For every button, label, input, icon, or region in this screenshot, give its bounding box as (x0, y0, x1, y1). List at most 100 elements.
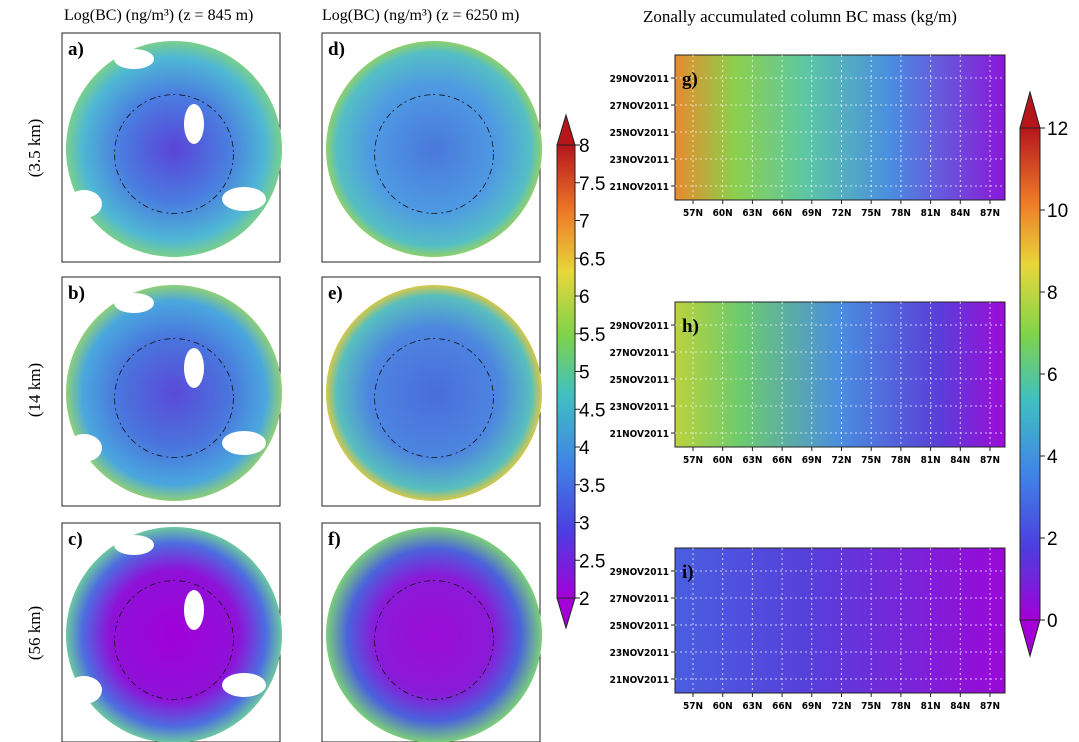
x-tick-label: 66N (772, 701, 792, 712)
land-mask (66, 676, 102, 704)
y-tick-label: 23NOV2011 (610, 155, 669, 166)
map-disc (326, 41, 542, 257)
hovmoller-field (674, 301, 1006, 448)
x-tick-label: 84N (950, 455, 970, 466)
map-disc (66, 41, 282, 257)
colorbar-cap (1019, 619, 1041, 658)
land-mask (114, 293, 154, 313)
y-tick-label: 25NOV2011 (610, 128, 669, 139)
x-tick-label: 66N (772, 455, 792, 466)
land-mask (114, 49, 154, 69)
land-mask (184, 348, 204, 388)
coastline (374, 338, 494, 458)
colorbar-tick-label: 2 (579, 589, 590, 610)
colorbar-tick-label: 4.5 (579, 400, 605, 421)
x-tick-label: 84N (950, 208, 970, 219)
x-tick-label: 63N (742, 208, 762, 219)
x-tick-label: 81N (921, 455, 941, 466)
land-mask (114, 535, 154, 555)
colorbar-tick-label: 5.5 (579, 325, 605, 346)
colorbar-tick-label: 2 (1047, 529, 1058, 550)
colorbar-tick-label: 6 (579, 287, 590, 308)
colorbar-tick-label: 2.5 (579, 551, 605, 572)
y-tick-label: 23NOV2011 (610, 648, 669, 659)
colorbar-tick-label: 5 (579, 363, 590, 384)
x-tick-label: 78N (891, 455, 911, 466)
colorbar-tick-label: 4 (579, 438, 590, 459)
x-tick-label: 69N (802, 208, 822, 219)
x-tick-label: 87N (980, 455, 1000, 466)
coastline (374, 580, 494, 700)
colorbar-tick-label: 4 (1047, 447, 1058, 468)
x-tick-label: 72N (831, 208, 851, 219)
x-tick-label: 60N (713, 208, 733, 219)
y-tick-label: 29NOV2011 (610, 321, 669, 332)
row-label: (14 km) (25, 363, 44, 417)
map-disc (326, 285, 542, 501)
x-tick-label: 72N (831, 701, 851, 712)
x-tick-label: 78N (891, 208, 911, 219)
hovmoller-field (674, 54, 1006, 201)
column-title: Log(BC) (ng/m³) (z = 845 m) (64, 7, 253, 24)
panel-label: b) (68, 283, 85, 304)
y-tick-label: 27NOV2011 (610, 594, 669, 605)
land-mask (66, 434, 102, 462)
land-mask (184, 104, 204, 144)
x-tick-label: 81N (921, 208, 941, 219)
colorbar-tick-label: 8 (1047, 283, 1058, 304)
panel-label: a) (68, 39, 84, 60)
land-mask (222, 431, 266, 455)
x-tick-label: 75N (861, 701, 881, 712)
colorbar-tick-label: 0 (1047, 611, 1058, 632)
map-disc (66, 285, 282, 501)
panel-label: c) (68, 529, 83, 550)
land-mask (222, 673, 266, 697)
colorbar-tick-label: 3 (579, 514, 590, 535)
x-tick-label: 78N (891, 701, 911, 712)
coastline (114, 94, 234, 214)
y-tick-label: 21NOV2011 (610, 182, 669, 193)
panel-label: d) (328, 39, 345, 60)
x-tick-label: 63N (742, 701, 762, 712)
column-title: Zonally accumulated column BC mass (kg/m… (643, 7, 957, 26)
map-disc (66, 527, 282, 742)
x-tick-label: 75N (861, 208, 881, 219)
coastline (374, 94, 494, 214)
x-tick-label: 57N (683, 208, 703, 219)
y-tick-label: 29NOV2011 (610, 567, 669, 578)
panel-label: g) (682, 69, 698, 90)
x-tick-label: 57N (683, 455, 703, 466)
y-tick-label: 23NOV2011 (610, 402, 669, 413)
x-tick-label: 60N (713, 701, 733, 712)
panel-label: i) (682, 562, 694, 583)
panel-label: h) (682, 316, 699, 337)
x-tick-label: 87N (980, 208, 1000, 219)
map-disc (326, 527, 542, 742)
colorbar-tick-label: 10 (1047, 201, 1068, 222)
colorbar (1019, 127, 1041, 621)
colorbar-tick-label: 7 (579, 212, 590, 233)
land-mask (184, 590, 204, 630)
land-mask (66, 190, 102, 218)
colorbar (556, 144, 576, 599)
x-tick-label: 87N (980, 701, 1000, 712)
colorbar-tick-label: 3.5 (579, 476, 605, 497)
y-tick-label: 25NOV2011 (610, 375, 669, 386)
y-tick-label: 21NOV2011 (610, 429, 669, 440)
colorbar-cap (556, 597, 576, 630)
colorbar-tick-label: 12 (1047, 119, 1068, 140)
y-tick-label: 27NOV2011 (610, 101, 669, 112)
x-tick-label: 72N (831, 455, 851, 466)
x-tick-label: 57N (683, 701, 703, 712)
x-tick-label: 60N (713, 455, 733, 466)
colorbar-cap (1019, 90, 1041, 129)
colorbar-tick-label: 8 (579, 136, 590, 157)
x-tick-label: 84N (950, 701, 970, 712)
panel-label: f) (328, 529, 341, 550)
x-tick-label: 69N (802, 701, 822, 712)
x-tick-label: 69N (802, 455, 822, 466)
y-tick-label: 29NOV2011 (610, 74, 669, 85)
coastline (114, 580, 234, 700)
x-tick-label: 66N (772, 208, 792, 219)
